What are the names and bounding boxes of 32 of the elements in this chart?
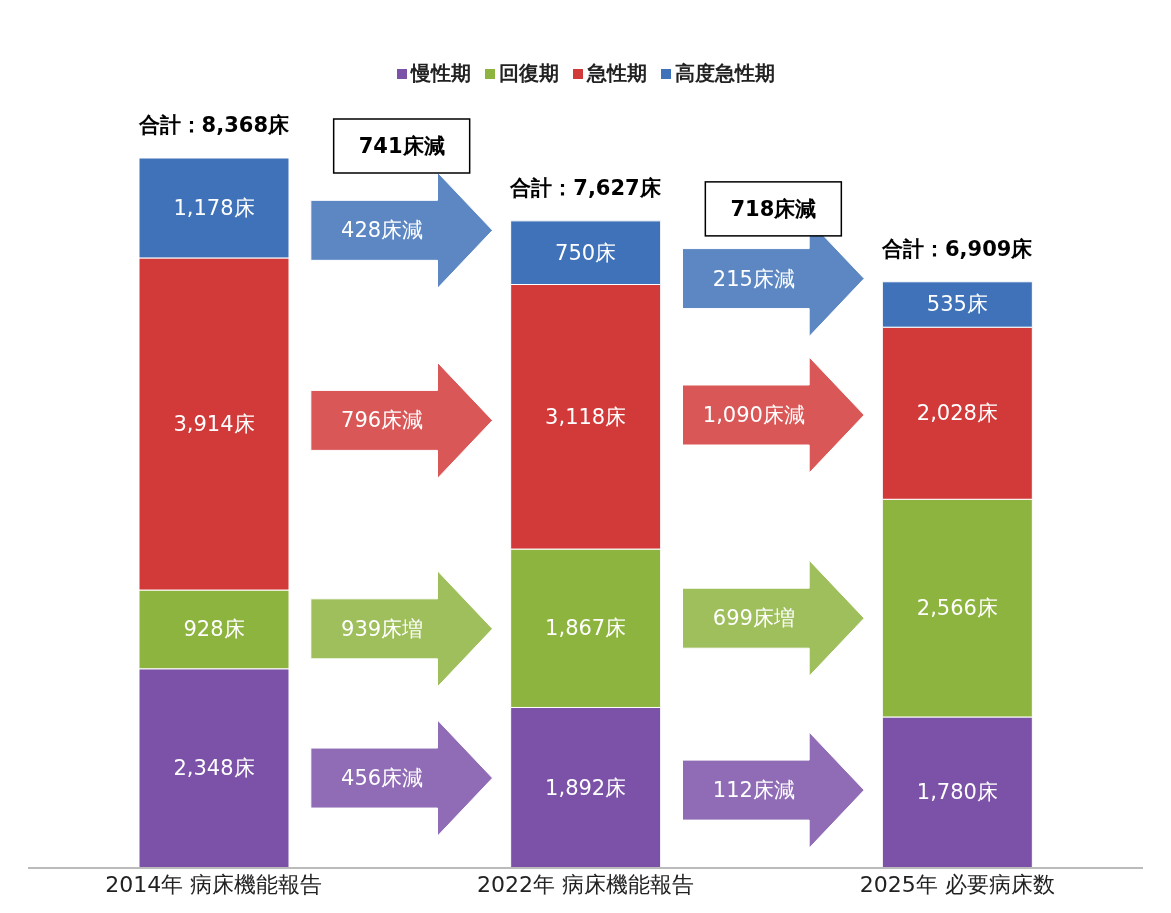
x-tick-label: 2025年 必要病床数: [859, 871, 1055, 897]
data-label: 750床: [555, 240, 617, 265]
data-label: 535床: [926, 292, 988, 317]
legend-label: 慢性期: [409, 60, 471, 87]
annotation: 796床減: [341, 408, 424, 433]
data-label: 2,348床: [173, 756, 255, 781]
annotation: 718床減: [730, 196, 817, 221]
annotation: 215床減: [712, 266, 795, 291]
legend-label: 回復期: [497, 60, 559, 87]
annotation: 699床増: [712, 606, 795, 631]
annotation: 456床減: [341, 766, 424, 791]
data-label: 3,118床: [545, 404, 627, 429]
annotation: 428床減: [341, 218, 424, 243]
data-label: 1,780床: [916, 780, 998, 805]
x-tick-label: 2022年 病床機能報告: [477, 871, 694, 897]
total-label: 合計：6,909床: [880, 236, 1034, 261]
annotation: 1,090床減: [702, 403, 805, 427]
total-label: 合計：7,627床: [509, 175, 662, 200]
data-label: 2,028床: [916, 401, 998, 426]
data-label: 1,178床: [173, 195, 255, 220]
x-tick-label: 2014年 病床機能報告: [105, 871, 323, 897]
data-label: 1,892床: [545, 775, 627, 800]
legend-label: 高度急性期: [673, 60, 775, 87]
data-label: 1,867床: [545, 616, 627, 641]
annotation: 939床増: [341, 616, 424, 641]
data-label: 2,566床: [916, 596, 998, 621]
data-label: 928床: [183, 617, 245, 642]
text: 741床減: [358, 134, 445, 158]
legend-label: 急性期: [585, 60, 647, 87]
total-label: 合計：8,368床: [137, 113, 291, 137]
annotation: 112床減: [712, 778, 795, 803]
data-label: 3,914床: [173, 412, 255, 436]
